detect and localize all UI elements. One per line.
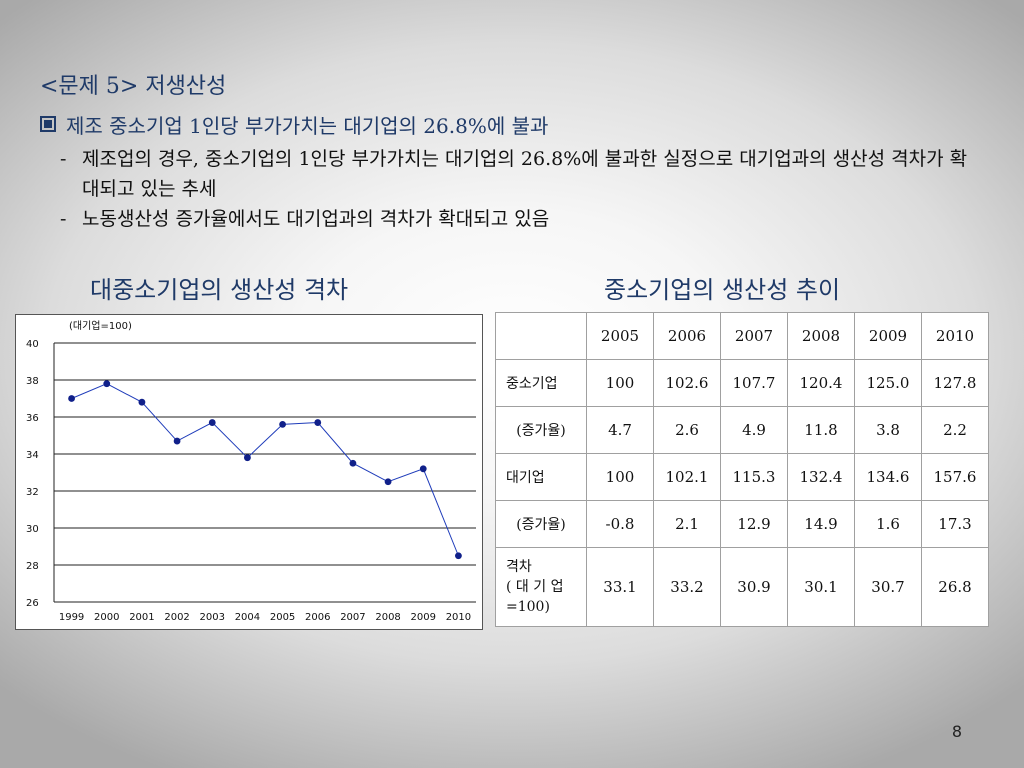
table-cell: -0.8 xyxy=(586,500,654,548)
table-cell: 14.9 xyxy=(787,500,855,548)
x-tick-label: 2007 xyxy=(340,612,365,623)
row-label: 대기업 xyxy=(495,453,587,501)
year-header: 2005 xyxy=(586,312,654,360)
x-tick-label: 2004 xyxy=(235,612,260,623)
row-label: (증가율) xyxy=(495,406,587,454)
table-cell: 2.6 xyxy=(653,406,721,454)
table-cell: 100 xyxy=(586,453,654,501)
table-row: 중소기업 100 102.6 107.7 120.4 125.0 127.8 xyxy=(495,359,989,407)
table-cell: 3.8 xyxy=(854,406,922,454)
y-tick-label: 40 xyxy=(26,339,39,350)
y-tick-label: 30 xyxy=(26,524,39,535)
bullet-item: 제조업의 경우, 중소기업의 1인당 부가가치는 대기업의 26.8%에 불과한… xyxy=(60,144,980,204)
x-tick-label: 2010 xyxy=(446,612,471,623)
x-tick-label: 2006 xyxy=(305,612,330,623)
x-tick-label: 2001 xyxy=(129,612,154,623)
year-header: 2009 xyxy=(854,312,922,360)
x-tick-label: 2000 xyxy=(94,612,119,623)
data-point xyxy=(138,398,146,406)
data-point xyxy=(455,552,462,560)
right-table-heading: 중소기업의 생산성 추이 xyxy=(604,276,841,304)
line-chart-svg: 26 28 30 32 34 36 38 40 1999 2000 2001 2002 2003 2004… xyxy=(26,319,476,623)
table-cell: 4.7 xyxy=(586,406,654,454)
row-label: 중소기업 xyxy=(495,359,587,407)
data-point xyxy=(103,380,111,388)
table-cell: 125.0 xyxy=(854,359,922,407)
table-cell: 100 xyxy=(586,359,654,407)
headline: 제조 중소기업 1인당 부가가치는 대기업의 26.8%에 불과 xyxy=(40,110,548,139)
table-cell: 132.4 xyxy=(787,453,855,501)
table-cell: 11.8 xyxy=(787,406,855,454)
y-tick-label: 26 xyxy=(26,598,39,609)
table-header-row: 2005 2006 2007 2008 2009 2010 xyxy=(495,312,989,360)
data-point xyxy=(208,419,216,426)
table-row: (증가율) -0.8 2.1 12.9 14.9 1.6 17.3 xyxy=(495,500,989,548)
table-cell: 26.8 xyxy=(921,547,989,627)
table-cell: 102.1 xyxy=(653,453,721,501)
bullet-list: 제조업의 경우, 중소기업의 1인당 부가가치는 대기업의 26.8%에 불과한… xyxy=(60,144,980,234)
row-label: 격차 ( 대 기 업 =100) xyxy=(495,547,587,627)
table-cell: 30.9 xyxy=(720,547,788,627)
data-point xyxy=(173,437,181,445)
data-point xyxy=(244,454,251,462)
data-point xyxy=(314,419,322,426)
table-cell: 134.6 xyxy=(854,453,922,501)
table-row: 대기업 100 102.1 115.3 132.4 134.6 157.6 xyxy=(495,453,989,501)
table-cell: 33.1 xyxy=(586,547,654,627)
x-tick-label: 2005 xyxy=(270,612,295,623)
left-chart-heading: 대중소기업의 생산성 격차 xyxy=(90,276,349,304)
data-point xyxy=(419,465,427,473)
year-header: 2006 xyxy=(653,312,721,360)
year-header: 2010 xyxy=(921,312,989,360)
table-cell: 2.1 xyxy=(653,500,721,548)
data-point xyxy=(384,478,392,486)
table-cell: 30.7 xyxy=(854,547,922,627)
productivity-table: 2005 2006 2007 2008 2009 2010 중소기업 100 1… xyxy=(495,312,989,627)
year-header: 2007 xyxy=(720,312,788,360)
table-cell: 2.2 xyxy=(921,406,989,454)
table-cell: 4.9 xyxy=(720,406,788,454)
y-tick-label: 34 xyxy=(26,450,39,461)
y-tick-label: 32 xyxy=(26,487,39,498)
x-tick-label: 2003 xyxy=(200,612,225,623)
table-cell: 102.6 xyxy=(653,359,721,407)
square-bullet-icon xyxy=(40,116,56,132)
data-point xyxy=(68,395,75,402)
data-point xyxy=(279,421,286,428)
y-tick-label: 38 xyxy=(26,376,39,387)
table-row: (증가율) 4.7 2.6 4.9 11.8 3.8 2.2 xyxy=(495,406,989,454)
table-cell: 107.7 xyxy=(720,359,788,407)
table-cell: 115.3 xyxy=(720,453,788,501)
x-tick-label: 2009 xyxy=(411,612,436,623)
y-tick-label: 28 xyxy=(26,561,39,572)
table-corner-cell xyxy=(495,312,587,360)
series-line xyxy=(71,383,459,556)
productivity-gap-chart: 26 28 30 32 34 36 38 40 1999 2000 2001 2002 2003 2004… xyxy=(15,314,483,630)
table-cell: 33.2 xyxy=(653,547,721,627)
table-cell: 30.1 xyxy=(787,547,855,627)
bullet-item: 노동생산성 증가율에서도 대기업과의 격차가 확대되고 있음 xyxy=(60,204,980,234)
x-tick-label: 1999 xyxy=(59,612,84,623)
slide-title: <문제 5> 저생산성 xyxy=(40,74,227,99)
data-point xyxy=(349,459,357,467)
table-cell: 12.9 xyxy=(720,500,788,548)
table-cell: 120.4 xyxy=(787,359,855,407)
table-cell: 127.8 xyxy=(921,359,989,407)
y-tick-label: 36 xyxy=(26,413,39,424)
table-cell: 157.6 xyxy=(921,453,989,501)
table-cell: 1.6 xyxy=(854,500,922,548)
x-tick-label: 2002 xyxy=(164,612,189,623)
headline-text: 제조 중소기업 1인당 부가가치는 대기업의 26.8%에 불과 xyxy=(66,114,549,138)
table-cell: 17.3 xyxy=(921,500,989,548)
page-number: 8 xyxy=(951,722,962,741)
row-label: (증가율) xyxy=(495,500,587,548)
x-tick-label: 2008 xyxy=(375,612,400,623)
year-header: 2008 xyxy=(787,312,855,360)
table-row: 격차 ( 대 기 업 =100) 33.1 33.2 30.9 30.1 30.… xyxy=(495,547,989,627)
chart-annotation: (대기업=100) xyxy=(69,319,132,332)
